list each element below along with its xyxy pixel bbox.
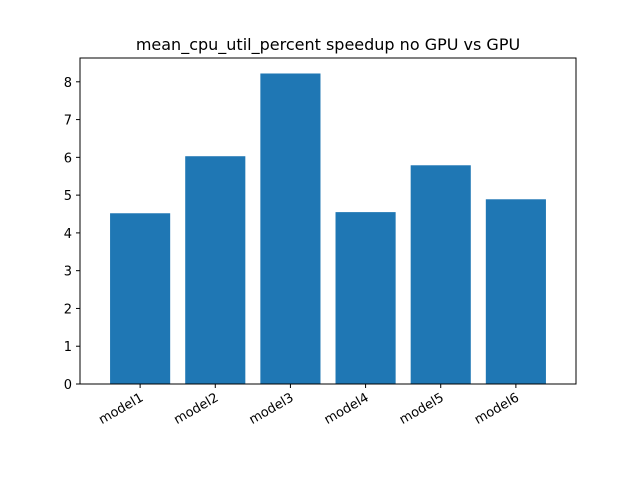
y-tick-label: 0 bbox=[64, 378, 72, 393]
y-tick-label: 8 bbox=[64, 76, 72, 91]
y-tick-label: 3 bbox=[64, 265, 72, 280]
bar-model3 bbox=[260, 73, 321, 385]
y-tick-label: 4 bbox=[64, 227, 72, 242]
y-tick-label: 7 bbox=[64, 114, 72, 129]
bar-model2 bbox=[185, 156, 246, 384]
chart-title: mean_cpu_util_percent speedup no GPU vs … bbox=[136, 35, 520, 55]
axes-frame bbox=[79, 57, 577, 385]
y-tick-label: 1 bbox=[64, 340, 72, 355]
y-tick-label: 2 bbox=[64, 302, 72, 317]
y-tick-label: 5 bbox=[64, 189, 72, 204]
bar-model5 bbox=[410, 165, 471, 384]
bar-model6 bbox=[485, 199, 546, 384]
bar-model4 bbox=[335, 212, 396, 384]
y-tick-label: 6 bbox=[64, 151, 72, 166]
bar-model1 bbox=[110, 213, 171, 384]
